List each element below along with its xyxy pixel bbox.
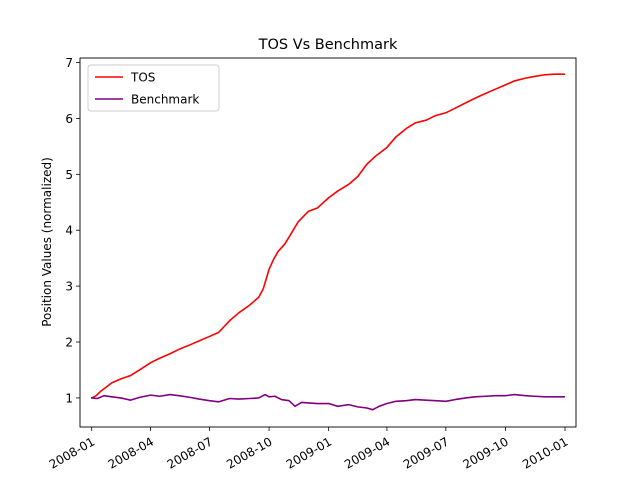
chart-title: TOS Vs Benchmark bbox=[258, 37, 398, 53]
y-tick-label: 5 bbox=[65, 168, 73, 182]
x-tick-label: 2008-01 bbox=[47, 434, 97, 471]
x-tick-label: 2010-01 bbox=[520, 434, 570, 471]
x-tick-label: 2009-07 bbox=[401, 434, 451, 471]
x-tick-label: 2008-07 bbox=[165, 434, 215, 471]
plot-frame bbox=[79, 57, 577, 428]
y-tick-label: 7 bbox=[65, 56, 73, 70]
y-tick-label: 2 bbox=[65, 336, 73, 350]
y-tick-label: 4 bbox=[65, 224, 73, 238]
y-tick-label: 3 bbox=[65, 280, 73, 294]
series-line-benchmark bbox=[90, 393, 566, 411]
plot-area: 1 2 3 4 5 6 7 2008-01 2008-04 2008-07 2008-10 2009-… bbox=[47, 56, 577, 472]
x-tick-label: 2008-10 bbox=[224, 434, 274, 471]
y-tick-label: 1 bbox=[65, 391, 73, 405]
x-tick-label: 2009-04 bbox=[342, 434, 392, 471]
y-axis-label: Position Values (normalized) bbox=[40, 157, 54, 327]
x-tick-label: 2008-04 bbox=[106, 434, 156, 471]
legend-label-benchmark: Benchmark bbox=[131, 93, 199, 107]
legend-label-tos: TOS bbox=[130, 71, 155, 85]
x-tick-label: 2009-10 bbox=[460, 434, 510, 471]
x-tick-label: 2009-01 bbox=[284, 434, 334, 471]
legend: TOS Benchmark bbox=[87, 64, 220, 112]
series-line-tos bbox=[90, 73, 566, 399]
y-tick-label: 6 bbox=[65, 112, 73, 126]
